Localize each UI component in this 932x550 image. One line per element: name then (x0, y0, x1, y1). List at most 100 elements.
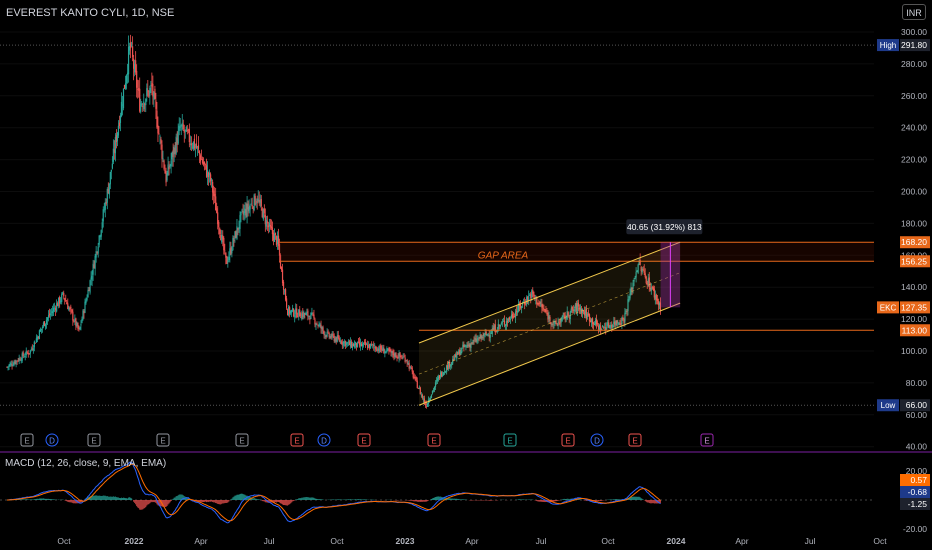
macd-histogram-bar (42, 498, 44, 500)
macd-histogram-bar (173, 497, 175, 500)
candle-body (334, 338, 336, 342)
candle-body (560, 319, 562, 323)
event-marker-earnings[interactable] (290, 433, 304, 447)
candle-body (173, 147, 175, 155)
candle-body (161, 144, 163, 159)
candle-body (386, 348, 388, 352)
macd-histogram-bar (646, 500, 648, 503)
candle-body (43, 321, 46, 326)
candle-body (358, 341, 361, 346)
event-marker-earnings[interactable] (628, 433, 642, 447)
macd-histogram-bar (40, 498, 42, 500)
candle-body (487, 333, 489, 335)
price-tick-label: 60.00 (906, 410, 928, 420)
macd-histogram-bar (225, 500, 227, 503)
event-marker-earnings[interactable] (235, 433, 249, 447)
candle-body (136, 70, 138, 88)
macd-histogram-bar (461, 499, 463, 500)
macd-histogram-bar (117, 497, 119, 500)
currency-button[interactable]: INR (902, 4, 926, 20)
macd-histogram-bar (228, 500, 230, 502)
time-axis[interactable]: Oct 2022 Apr Jul Oct 2023 Apr Jul Oct 2024 Apr Jul O… (57, 536, 887, 546)
macd-histogram-bar (298, 498, 300, 500)
event-marker-dividend[interactable] (45, 433, 59, 447)
gap-area-box[interactable] (279, 242, 874, 262)
candle-body (407, 362, 409, 365)
event-marker-label: D (594, 437, 600, 446)
candle-body (642, 268, 644, 270)
price-axis[interactable]: 300.00 280.00 260.00 240.00 220.00 200.00 180.… (877, 27, 930, 534)
candle-body (27, 352, 29, 355)
candle-body (622, 318, 624, 320)
candle-body (49, 313, 52, 315)
macd-histogram-bar (598, 500, 600, 502)
candle-body (86, 297, 88, 301)
candle-body (233, 240, 235, 242)
macd-histogram-bar (206, 500, 208, 503)
event-marker-dividend[interactable] (590, 433, 604, 447)
candle-body (257, 198, 259, 202)
event-marker-earnings[interactable] (357, 433, 371, 447)
macd-histogram-bar (317, 499, 319, 500)
macd-histogram-bar (338, 499, 340, 500)
candle-body (583, 311, 586, 316)
macd-histogram-bar (261, 500, 263, 502)
macd-histogram-bar (26, 499, 28, 500)
channel-upper-line[interactable] (418, 241, 681, 344)
candle-body (55, 308, 57, 311)
event-marker-earnings[interactable] (156, 433, 170, 447)
candle-body (197, 145, 200, 150)
macd-histogram-bar (152, 500, 154, 503)
candle-body (371, 344, 373, 345)
candle-body (60, 300, 62, 302)
candle-body (450, 364, 452, 367)
event-marker-earnings[interactable] (700, 433, 714, 447)
candle-body (373, 344, 375, 347)
candle-body (314, 319, 316, 325)
candle-body (28, 353, 30, 354)
candle-body (423, 398, 425, 404)
level-tag-2-value: 156.25 (901, 256, 927, 266)
macd-histogram-bar (265, 500, 267, 503)
candle-body (241, 209, 243, 211)
candle-body (478, 338, 480, 340)
macd-histogram-bar (119, 498, 121, 500)
event-marker-earnings[interactable] (503, 433, 517, 447)
candle-body (85, 300, 87, 303)
candle-body (555, 320, 557, 325)
candle-body (188, 129, 190, 143)
candle-body (123, 84, 126, 89)
macd-histogram-bar (297, 499, 299, 500)
macd-histogram-bar (217, 500, 219, 504)
candle-body (383, 348, 385, 354)
macd-histogram-bar (364, 499, 366, 500)
candle-body (546, 313, 548, 315)
candle-body (520, 304, 522, 309)
event-marker-earnings[interactable] (20, 433, 34, 447)
candle-body (141, 103, 143, 105)
candle-body (48, 313, 51, 316)
price-tick-label: 40.00 (906, 442, 928, 452)
event-marker-earnings[interactable] (561, 433, 575, 447)
macd-histogram-bar (434, 497, 436, 500)
candle-body (330, 336, 332, 339)
macd-histogram-bar (489, 500, 491, 501)
candle-body (182, 124, 184, 130)
candle-body (324, 334, 326, 336)
event-marker-earnings[interactable] (427, 433, 441, 447)
macd-histogram-bar (443, 497, 445, 500)
candle-body (460, 351, 462, 355)
channel-lower-line[interactable] (418, 302, 681, 406)
candle-body (152, 84, 154, 97)
candle-body (319, 324, 321, 326)
candle-body (308, 316, 310, 318)
event-marker-earnings[interactable] (87, 433, 101, 447)
event-marker-dividend[interactable] (317, 433, 331, 447)
candle-body (531, 290, 533, 298)
candle-body (398, 353, 400, 359)
candle-body (489, 334, 491, 338)
macd-histogram-bar (187, 498, 189, 500)
macd-histogram-bar (518, 499, 520, 500)
candle-body (260, 199, 262, 207)
